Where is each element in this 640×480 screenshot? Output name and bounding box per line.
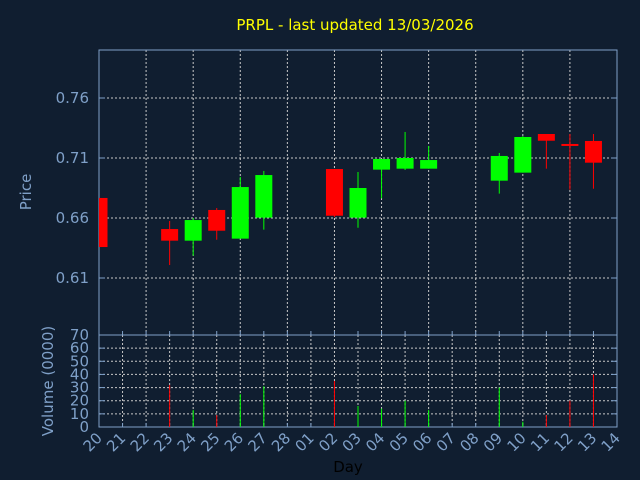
candle-body <box>396 158 414 169</box>
x-tick-label: 23 <box>150 429 176 455</box>
x-tick-label: 28 <box>268 429 294 455</box>
volume-tick-label: 50 <box>70 352 89 370</box>
candle-body <box>584 140 602 163</box>
x-tick-label: 06 <box>409 429 435 455</box>
x-tick-label: 26 <box>221 429 247 455</box>
candle-body <box>373 158 391 170</box>
candle-body <box>325 169 343 216</box>
candle-body <box>184 220 202 241</box>
candle-body <box>208 209 226 231</box>
volume-tick-label: 30 <box>70 379 89 397</box>
x-tick-label: 07 <box>433 429 459 455</box>
candle-body <box>231 187 249 239</box>
x-tick-label: 21 <box>103 429 129 455</box>
volume-axis-label: Volume (0000) <box>39 326 57 436</box>
x-axis-label: Day <box>333 458 363 476</box>
price-tick-label: 0.76 <box>56 89 89 107</box>
candle-body <box>349 188 367 218</box>
x-tick-label: 09 <box>480 429 506 455</box>
price-tick-label: 0.71 <box>56 149 89 167</box>
x-tick-label: 01 <box>292 429 318 455</box>
volume-tick-label: 40 <box>70 365 89 383</box>
x-tick-label: 10 <box>503 429 529 455</box>
volume-tick-label: 70 <box>70 326 89 344</box>
candle-body <box>490 155 508 181</box>
x-tick-label: 14 <box>598 429 624 455</box>
x-tick-label: 03 <box>339 429 365 455</box>
x-tick-label: 05 <box>386 429 412 455</box>
x-tick-label: 12 <box>551 429 577 455</box>
candle-body <box>255 175 273 218</box>
candle-body <box>537 134 555 141</box>
candle-body <box>514 137 532 173</box>
x-tick-label: 02 <box>315 429 341 455</box>
volume-tick-label: 60 <box>70 339 89 357</box>
candle-body <box>99 197 108 248</box>
x-tick-label: 22 <box>127 429 153 455</box>
volume-tick-label: 0 <box>79 418 89 436</box>
x-tick-label: 08 <box>456 429 482 455</box>
price-axis-label: Price <box>17 174 35 211</box>
x-tick-label: 25 <box>197 429 223 455</box>
x-tick-label: 24 <box>174 429 200 455</box>
price-tick-label: 0.61 <box>56 269 89 287</box>
x-tick-label: 11 <box>527 429 553 455</box>
volume-tick-label: 10 <box>70 405 89 423</box>
x-tick-label: 04 <box>362 429 388 455</box>
candle-body <box>161 229 179 241</box>
chart-title: PRPL - last updated 13/03/2026 <box>236 16 473 34</box>
candle-body <box>561 143 579 146</box>
x-tick-label: 13 <box>574 429 600 455</box>
x-tick-label: 27 <box>244 429 270 455</box>
candle-body <box>420 160 438 169</box>
price-tick-label: 0.66 <box>56 209 89 227</box>
candles-group <box>99 131 602 266</box>
volume-tick-label: 20 <box>70 392 89 410</box>
